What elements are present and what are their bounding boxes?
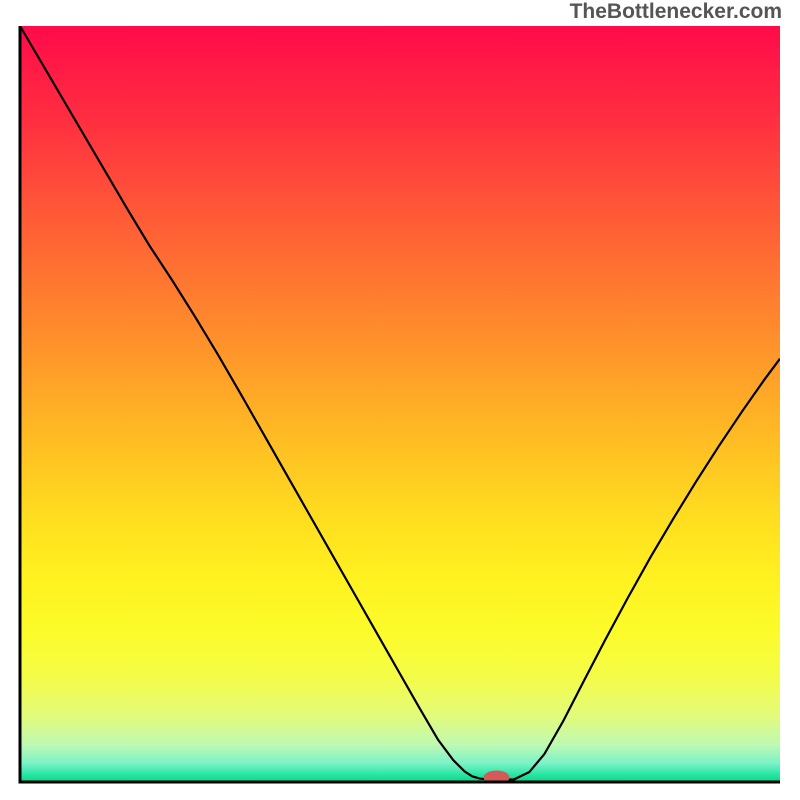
plot-gradient-background — [20, 26, 780, 782]
bottleneck-chart — [0, 0, 800, 800]
watermark-text: TheBottlenecker.com — [570, 0, 782, 24]
